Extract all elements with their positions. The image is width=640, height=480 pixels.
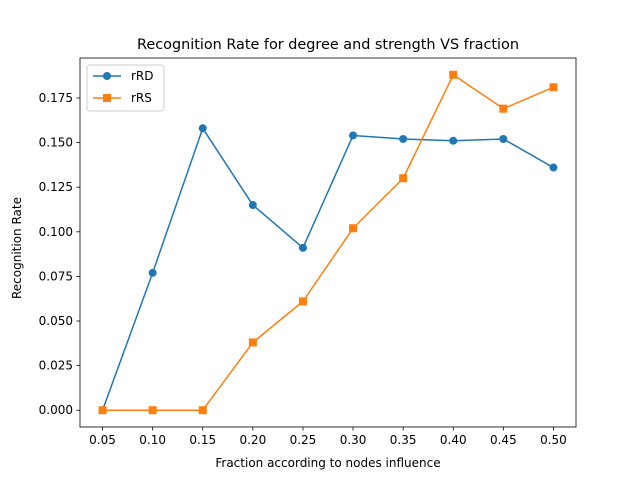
legend-label-rrs: rRS — [131, 91, 152, 105]
y-tick-label: 0.100 — [39, 225, 73, 239]
x-tick-label: 0.20 — [239, 433, 266, 447]
data-point-rrd — [298, 243, 307, 252]
y-tick-label: 0.150 — [39, 136, 73, 150]
series-line-rrd — [101, 127, 555, 412]
y-tick-label: 0.125 — [39, 180, 73, 194]
chart-title: Recognition Rate for degree and strength… — [137, 37, 519, 53]
data-point-rrd — [549, 163, 558, 172]
data-point-rrd — [449, 136, 458, 145]
x-tick-label: 0.35 — [390, 433, 417, 447]
y-axis-label: Recognition Rate — [10, 197, 24, 299]
legend-label-rrd: rRD — [131, 69, 154, 83]
plot-area: 0.05 0.10 0.15 0.20 0.25 0.30 0.35 0.40 0.45 0.50… — [39, 57, 577, 447]
data-point-rrs — [198, 406, 207, 415]
y-tick-label: 0.000 — [39, 403, 73, 417]
legend-marker-rrd — [103, 72, 111, 80]
y-tick-label: 0.075 — [39, 269, 73, 283]
x-tick-label: 0.05 — [89, 433, 116, 447]
legend-marker-rrs — [103, 94, 111, 102]
x-tick-label: 0.40 — [440, 433, 467, 447]
x-axis-label: Fraction according to nodes influence — [215, 456, 440, 470]
y-tick-label: 0.050 — [39, 314, 73, 328]
data-point-rrs — [298, 297, 307, 306]
data-point-rrd — [248, 201, 257, 210]
axes-frame — [79, 57, 577, 428]
y-tick-label: 0.025 — [39, 359, 73, 373]
x-tick-label: 0.15 — [189, 433, 216, 447]
data-point-rrd — [349, 131, 358, 140]
x-tick-label: 0.25 — [290, 433, 317, 447]
data-point-rrs — [449, 70, 458, 79]
data-point-rrs — [248, 338, 257, 347]
series-line-rrs — [101, 74, 555, 411]
data-point-rrs — [98, 406, 107, 415]
data-point-rrs — [549, 83, 558, 92]
x-tick-label: 0.50 — [540, 433, 567, 447]
data-point-rrs — [148, 406, 157, 415]
data-point-rrd — [148, 268, 157, 277]
x-tick-label: 0.45 — [490, 433, 517, 447]
data-point-rrs — [499, 104, 508, 113]
data-point-rrd — [399, 135, 408, 144]
x-tick-label: 0.30 — [340, 433, 367, 447]
data-point-rrs — [349, 224, 358, 233]
y-tick-label: 0.175 — [39, 91, 73, 105]
data-point-rrd — [198, 124, 207, 133]
legend: rRD rRS — [86, 64, 165, 112]
data-point-rrd — [499, 135, 508, 144]
x-tick-label: 0.10 — [139, 433, 166, 447]
data-point-rrs — [399, 174, 408, 183]
